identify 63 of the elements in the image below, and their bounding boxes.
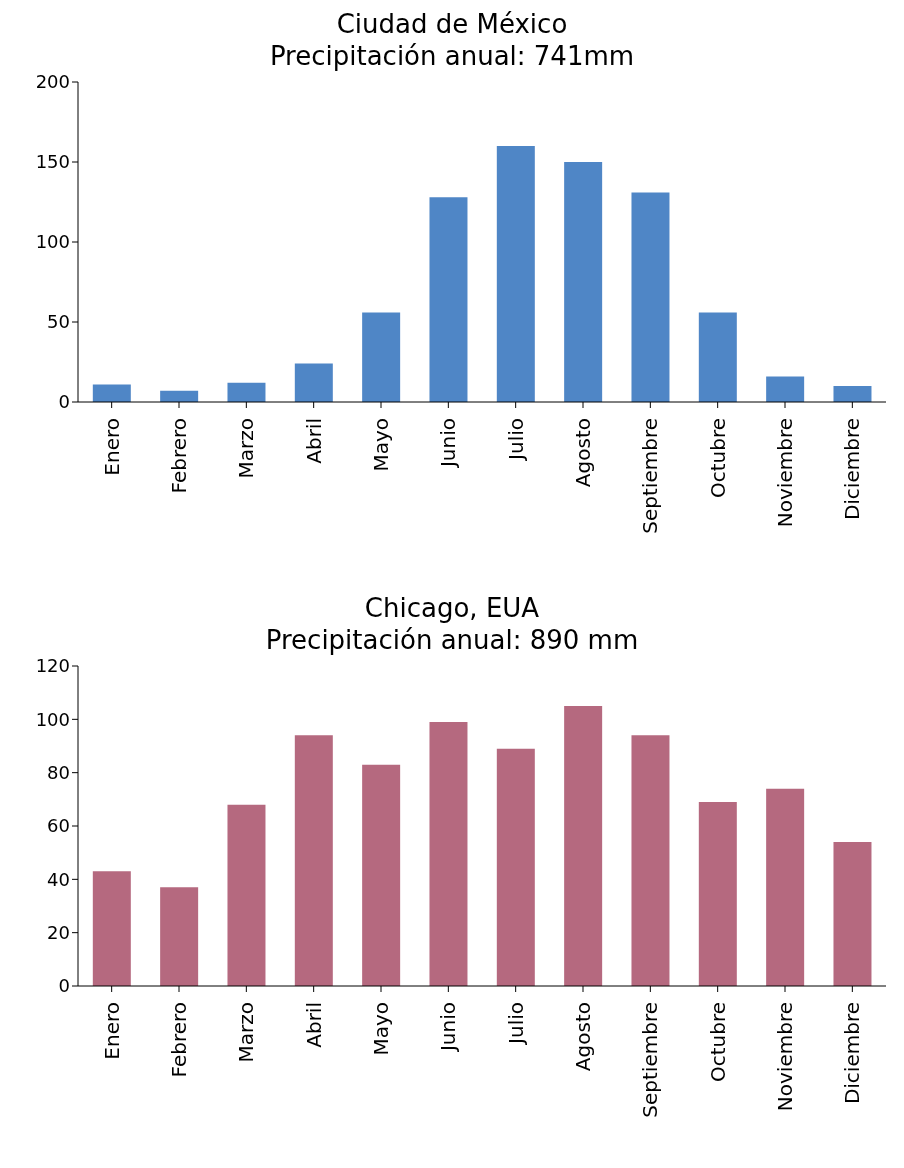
bar [833, 386, 872, 402]
y-tick-label: 80 [47, 762, 70, 784]
x-tick-label: Diciembre [840, 418, 865, 521]
x-tick-label: Noviembre [773, 1002, 797, 1112]
bar [362, 312, 401, 402]
x-tick-label: Diciembre [840, 1002, 865, 1105]
bar [564, 162, 603, 402]
x-tick-label: Junio [436, 1002, 461, 1054]
y-tick-label: 200 [35, 71, 70, 93]
bar [92, 871, 131, 986]
bar [564, 706, 603, 986]
x-tick-label: Octubre [705, 1002, 730, 1083]
bar [698, 312, 737, 402]
x-tick-label: Septiembre [638, 418, 663, 534]
x-tick-label: Mayo [369, 1002, 393, 1056]
x-tick-label: Agosto [571, 418, 595, 488]
x-tick-label: Marzo [234, 1002, 259, 1063]
y-tick-label: 20 [47, 922, 70, 944]
chart-title: Ciudad de México [335, 8, 569, 40]
y-tick-label: 150 [35, 151, 70, 173]
x-tick-label: Abril [301, 418, 326, 464]
x-tick-label: Febrero [167, 1002, 191, 1078]
bar [294, 363, 333, 402]
y-tick-label: 40 [47, 868, 70, 890]
bar [227, 804, 266, 986]
bar [429, 722, 468, 986]
bar [833, 842, 872, 986]
x-tick-label: Julio [503, 418, 528, 462]
bar [160, 887, 199, 986]
x-tick-label: Abril [301, 1002, 326, 1048]
bar [362, 764, 401, 986]
x-tick-label: Octubre [705, 418, 730, 499]
x-tick-label: Febrero [167, 418, 191, 494]
bar [631, 735, 670, 986]
chart-subtitle: Precipitación anual: 741mm [268, 40, 636, 72]
x-tick-label: Septiembre [638, 1002, 663, 1118]
bar [698, 802, 737, 986]
bar [496, 146, 535, 402]
x-tick-label: Enero [99, 418, 124, 476]
x-tick-label: Noviembre [773, 418, 797, 528]
x-tick-label: Enero [99, 1002, 124, 1060]
bar [92, 384, 131, 402]
x-tick-label: Marzo [234, 418, 259, 479]
y-tick-label: 50 [47, 311, 70, 333]
x-tick-label: Julio [503, 1002, 528, 1046]
bar [496, 748, 535, 986]
bar [631, 192, 670, 402]
bar [766, 376, 805, 402]
y-tick-label: 100 [35, 708, 70, 730]
chart-title: Chicago, EUA [363, 592, 541, 624]
bar [429, 197, 468, 402]
y-tick-label: 120 [35, 655, 70, 677]
y-tick-label: 60 [47, 815, 70, 837]
bar [227, 382, 266, 402]
y-tick-label: 100 [35, 231, 70, 253]
x-tick-label: Agosto [571, 1002, 595, 1072]
y-tick-label: 0 [58, 391, 70, 413]
y-tick-label: 0 [58, 975, 70, 997]
bar [294, 735, 333, 986]
chart-subtitle: Precipitación anual: 890 mm [264, 624, 640, 656]
bar [766, 788, 805, 986]
x-tick-label: Junio [436, 418, 461, 470]
x-tick-label: Mayo [369, 418, 393, 472]
